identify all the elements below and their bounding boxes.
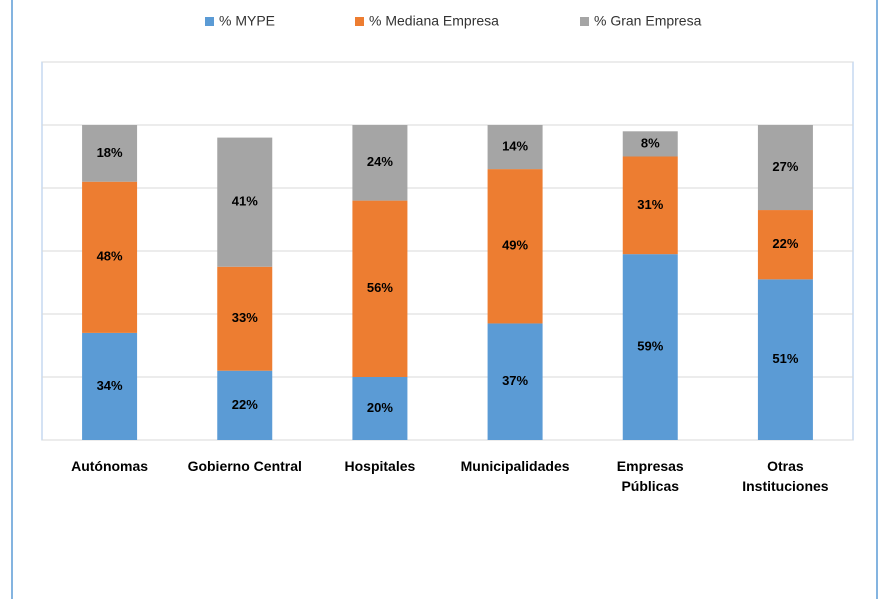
outer-frame: [11, 0, 878, 599]
bar-segment: [622, 156, 678, 255]
bar-segment: [82, 181, 138, 333]
bar-segment: [217, 266, 273, 371]
legend-label: % Gran Empresa: [594, 13, 702, 29]
data-label: 22%: [232, 397, 258, 412]
data-label: 48%: [97, 249, 123, 264]
data-label: 20%: [367, 400, 393, 415]
bar-segment: [487, 169, 543, 324]
data-label: 8%: [641, 135, 660, 150]
bar-segment: [217, 370, 273, 440]
legend-label: % MYPE: [219, 13, 275, 29]
bar-segment: [622, 254, 678, 440]
legend-swatch: [580, 17, 589, 26]
bar-segment: [757, 279, 813, 440]
data-label: 34%: [97, 378, 123, 393]
bar-segment: [757, 125, 813, 211]
bar-segment: [352, 200, 408, 377]
legend-swatch: [205, 17, 214, 26]
bar-segment: [82, 125, 138, 182]
bar-segment: [352, 125, 408, 201]
data-label: 56%: [367, 280, 393, 295]
x-tick-label: Municipalidades: [460, 458, 570, 474]
x-tick-label: Gobierno Central: [187, 458, 302, 474]
data-label: 31%: [637, 197, 663, 212]
bar-segment: [217, 137, 273, 267]
bar-segment: [487, 323, 543, 440]
data-label: 51%: [772, 351, 798, 366]
data-label: 18%: [97, 145, 123, 160]
bar-segment: [487, 125, 543, 170]
data-label: 27%: [772, 159, 798, 174]
data-label: 59%: [637, 339, 663, 354]
x-tick-label: Otras Instituciones: [742, 458, 829, 494]
bar-segment: [622, 131, 678, 157]
data-label: 41%: [232, 194, 258, 209]
bar-segment: [352, 377, 408, 440]
data-label: 14%: [502, 138, 528, 153]
legend-swatch: [355, 17, 364, 26]
x-tick-label: Empresas Públicas: [616, 458, 684, 494]
data-label: 33%: [232, 310, 258, 325]
x-tick-label: Autónomas: [71, 458, 149, 474]
bar-segment: [82, 332, 138, 440]
data-label: 49%: [502, 238, 528, 253]
data-label: 22%: [772, 236, 798, 251]
data-label: 24%: [367, 154, 393, 169]
data-label: 37%: [502, 373, 528, 388]
legend-label: % Mediana Empresa: [369, 13, 499, 29]
bar-segment: [757, 210, 813, 280]
x-tick-label: Hospitales: [344, 458, 416, 474]
